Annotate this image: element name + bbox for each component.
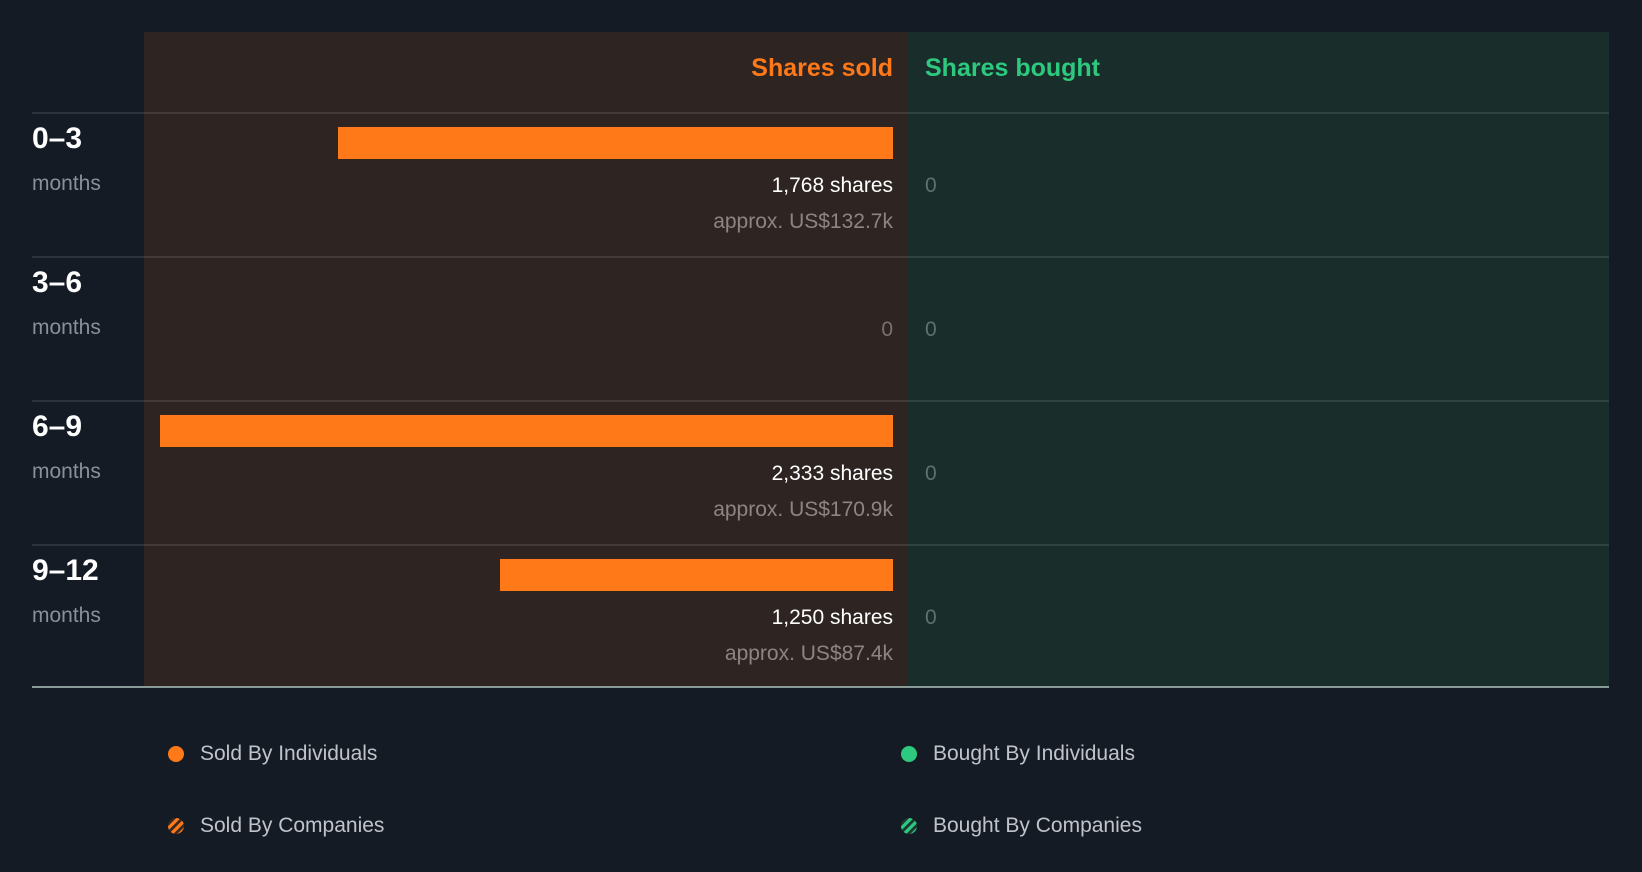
legend-bought-companies[interactable]: Bought By Companies (901, 814, 1142, 838)
bought-shares-count: 0 (925, 606, 937, 629)
period-label: 9–12 (32, 554, 99, 587)
striped-orange-dot-icon (168, 818, 184, 834)
sold-shares-count: 1,250 shares (771, 606, 893, 629)
striped-green-dot-icon (901, 818, 917, 834)
bought-shares-count: 0 (925, 462, 937, 485)
sold-shares-count: 0 (881, 318, 893, 341)
sold-bar[interactable] (160, 415, 893, 447)
sold-shares-value: approx. US$170.9k (713, 498, 893, 521)
sold-shares-count: 2,333 shares (771, 462, 893, 485)
sold-shares-value: approx. US$87.4k (724, 642, 893, 665)
row-divider (32, 256, 1609, 258)
period-row-3-6: 3–6 months 0 0 (32, 256, 1609, 400)
legend-label: Sold By Individuals (200, 742, 378, 765)
row-divider (32, 400, 1609, 402)
insider-trading-chart: Shares sold Shares bought 0–3 months 1,7… (32, 32, 1609, 688)
period-row-0-3: 0–3 months 1,768 shares approx. US$132.7… (32, 112, 1609, 256)
sold-bar[interactable] (338, 127, 893, 159)
period-unit: months (32, 316, 101, 339)
legend-label: Bought By Companies (933, 814, 1142, 837)
row-divider (32, 112, 1609, 114)
legend-sold-companies[interactable]: Sold By Companies (168, 814, 384, 838)
shares-bought-column (908, 32, 1609, 687)
legend-sold-individuals[interactable]: Sold By Individuals (168, 742, 377, 766)
shares-sold-header: Shares sold (751, 54, 893, 82)
period-row-9-12: 9–12 months 1,250 shares approx. US$87.4… (32, 544, 1609, 688)
x-axis-line (32, 686, 1609, 688)
period-row-6-9: 6–9 months 2,333 shares approx. US$170.9… (32, 400, 1609, 544)
period-label: 0–3 (32, 122, 83, 155)
sold-shares-count: 1,768 shares (771, 174, 893, 197)
period-unit: months (32, 460, 101, 483)
bought-shares-count: 0 (925, 318, 937, 341)
shares-bought-header: Shares bought (925, 54, 1101, 82)
legend-bought-individuals[interactable]: Bought By Individuals (901, 742, 1135, 766)
period-label: 3–6 (32, 266, 83, 299)
solid-green-dot-icon (901, 746, 917, 762)
period-label: 6–9 (32, 410, 83, 443)
sold-bar[interactable] (500, 559, 893, 591)
period-unit: months (32, 604, 101, 627)
sold-shares-value: approx. US$132.7k (713, 210, 893, 233)
row-divider (32, 544, 1609, 546)
bought-shares-count: 0 (925, 174, 937, 197)
period-unit: months (32, 172, 101, 195)
solid-orange-dot-icon (168, 746, 184, 762)
legend-label: Bought By Individuals (933, 742, 1135, 765)
legend-label: Sold By Companies (200, 814, 385, 837)
